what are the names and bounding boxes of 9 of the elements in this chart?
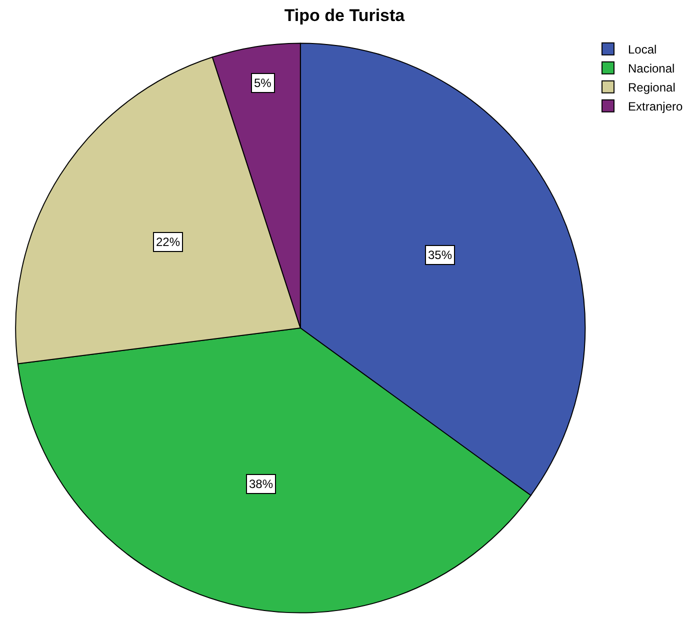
legend-label: Extranjero [628, 100, 684, 114]
legend-label: Local [628, 42, 657, 57]
data-label: 35% [428, 248, 452, 262]
legend-label: Regional [628, 80, 676, 95]
chart-title: Tipo de Turista [284, 6, 406, 25]
data-label: 38% [249, 477, 274, 491]
data-label: 22% [156, 235, 180, 249]
data-label: 5% [254, 76, 272, 90]
legend-label: Nacional [628, 62, 675, 76]
